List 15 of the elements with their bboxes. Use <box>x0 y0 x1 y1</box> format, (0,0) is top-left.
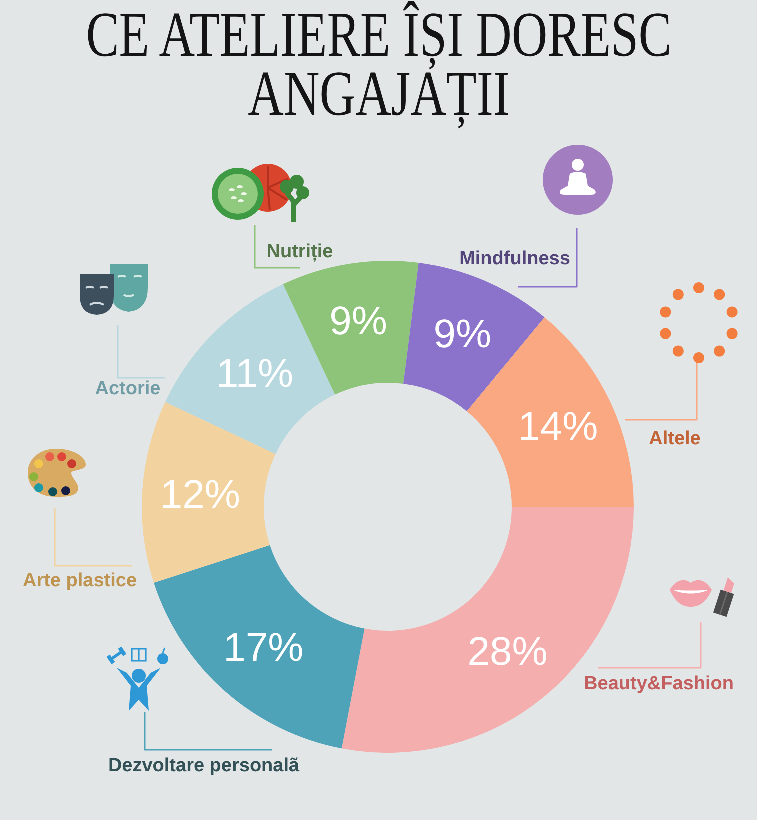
data-label: 28% <box>468 630 548 674</box>
data-label: 9% <box>330 299 388 344</box>
slice-label: Beauty&Fashion <box>584 674 734 694</box>
data-label: 11% <box>216 352 294 396</box>
data-label: 12% <box>160 473 240 518</box>
data-label: 14% <box>518 404 598 449</box>
slice-label: Nutriție <box>266 242 334 262</box>
data-label: 9% <box>434 312 492 356</box>
slice-label: Mindfulness <box>460 248 570 270</box>
slice-label: Arte plastice <box>22 570 138 592</box>
chart-title: CE ATELIERE ÎȘI DORESC ANGAJAȚII <box>84 0 672 129</box>
slice-label: Altele <box>649 428 701 450</box>
slice-label: Actorie <box>95 378 161 400</box>
data-label: 17% <box>224 626 304 670</box>
slice-label: Dezvoltare personalã <box>108 756 300 776</box>
